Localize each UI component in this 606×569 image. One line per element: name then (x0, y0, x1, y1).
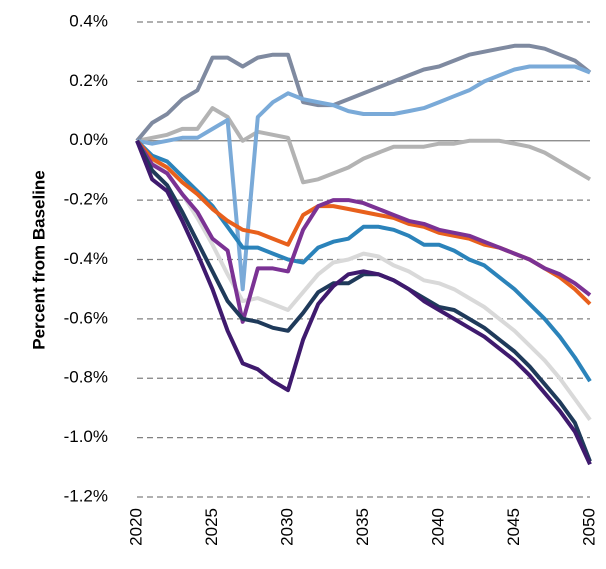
y-tick-label: 0.4% (69, 11, 108, 30)
series-line (136, 106, 592, 185)
y-tick-label: -1.0% (64, 427, 108, 446)
series-line (135, 139, 592, 421)
x-tick-label: 2020 (126, 508, 145, 546)
x-tick-label: 2040 (428, 508, 447, 546)
y-axis-label: Percent from Baseline (29, 170, 48, 350)
x-tick-label: 2035 (353, 508, 372, 546)
y-tick-label: 0.2% (69, 71, 108, 90)
x-tick-label: 2030 (277, 508, 296, 546)
y-tick-label: -0.4% (64, 249, 108, 268)
series-line (135, 140, 592, 466)
y-tick-label: -1.2% (64, 486, 108, 505)
series-line (136, 64, 591, 292)
series-line (135, 139, 592, 383)
series-line (135, 139, 592, 324)
y-tick-label: -0.8% (64, 368, 108, 387)
x-tick-label: 2045 (504, 508, 523, 546)
series-line (135, 139, 592, 463)
series-line (135, 43, 592, 143)
y-tick-label: -0.6% (64, 308, 108, 327)
x-tick-label: 2050 (579, 508, 598, 546)
y-tick-label: -0.2% (64, 190, 108, 209)
x-tick-label: 2025 (202, 508, 221, 546)
y-tick-label: 0.0% (69, 130, 108, 149)
